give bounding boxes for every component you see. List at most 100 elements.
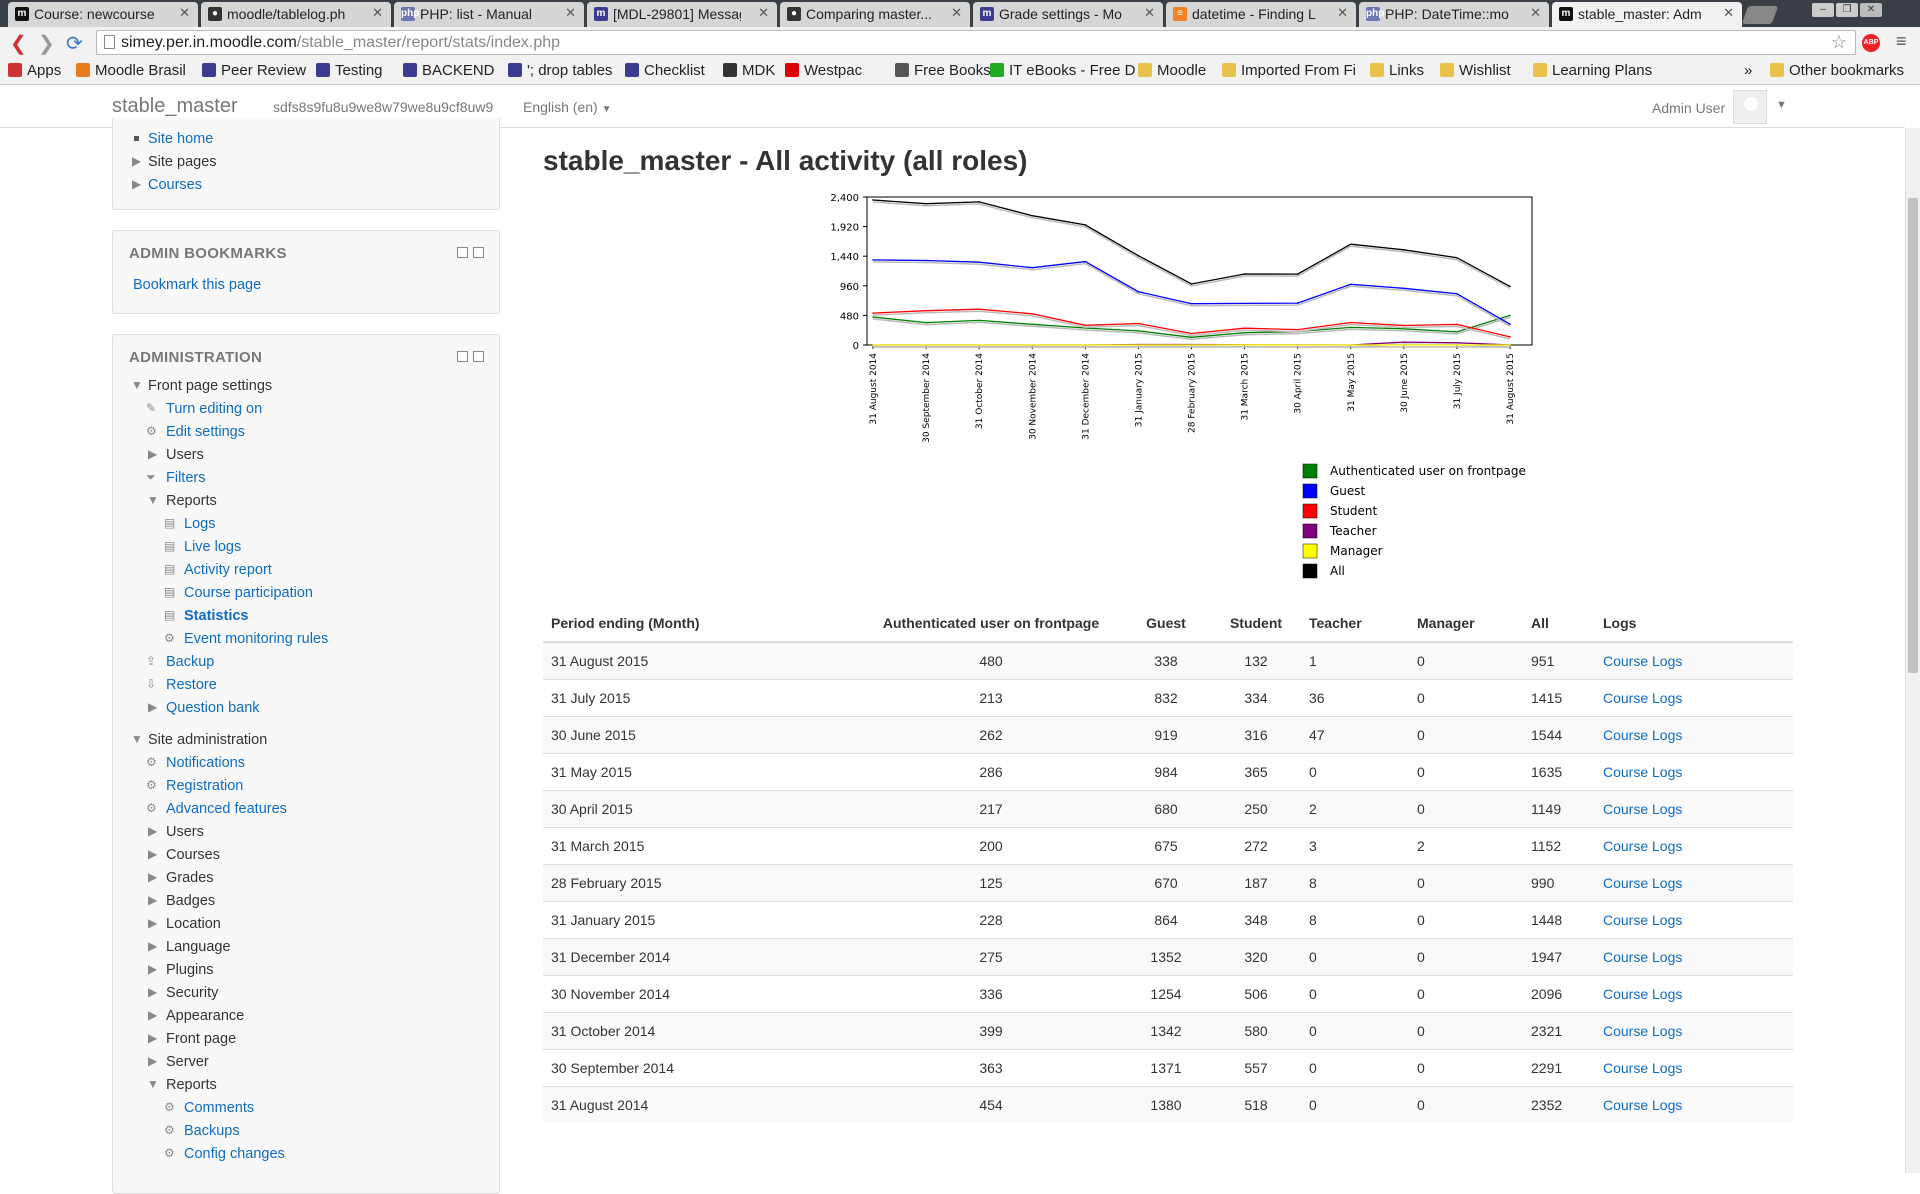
collapse-icon[interactable]: [473, 351, 484, 362]
bookmark-item[interactable]: BACKEND: [403, 62, 495, 79]
bookmark-item[interactable]: Testing: [316, 62, 383, 79]
nav-site-admin-folder[interactable]: Courses: [166, 846, 220, 864]
nav-site-admin-folder[interactable]: Language: [166, 938, 231, 956]
close-icon[interactable]: ✕: [179, 5, 190, 21]
nav-courses[interactable]: Courses: [148, 176, 202, 194]
nav-site-admin-item[interactable]: Advanced features: [166, 800, 287, 818]
user-menu-name[interactable]: Admin User: [1652, 100, 1725, 116]
nav-turn-editing-on[interactable]: Turn editing on: [166, 400, 262, 418]
nav-site-admin-folder[interactable]: Badges: [166, 892, 215, 910]
bookmark-item[interactable]: Westpac: [785, 62, 862, 79]
other-bookmarks[interactable]: Other bookmarks: [1770, 62, 1904, 79]
nav-site-reports[interactable]: Reports: [166, 1076, 217, 1094]
nav-site-admin-folder[interactable]: Front page: [166, 1030, 236, 1048]
bookmark-item[interactable]: Wishlist: [1440, 62, 1511, 79]
nav-site-report-item[interactable]: Config changes: [184, 1145, 285, 1163]
nav-site-administration[interactable]: Site administration: [148, 731, 267, 749]
menu-icon[interactable]: ≡: [1896, 31, 1907, 52]
browser-tab[interactable]: ●Comparing master...✕: [780, 2, 970, 27]
bookmark-item[interactable]: Moodle Brasil: [76, 62, 186, 79]
new-tab-button[interactable]: [1742, 6, 1779, 24]
nav-site-home[interactable]: Site home: [148, 130, 213, 148]
nav-report-item[interactable]: Logs: [184, 515, 215, 533]
course-logs-link[interactable]: Course Logs: [1603, 912, 1682, 928]
dock-icon[interactable]: [457, 247, 468, 258]
nav-report-item[interactable]: Live logs: [184, 538, 241, 556]
nav-backup[interactable]: Backup: [166, 653, 214, 671]
nav-report-item[interactable]: Activity report: [184, 561, 272, 579]
forward-arrow-icon[interactable]: ❯: [38, 31, 55, 56]
minimize-window-button[interactable]: –: [1812, 3, 1834, 17]
nav-site-admin-folder[interactable]: Grades: [166, 869, 214, 887]
back-arrow-icon[interactable]: ❮: [10, 31, 27, 56]
collapse-icon[interactable]: [473, 247, 484, 258]
adblock-icon[interactable]: ABP: [1862, 34, 1880, 52]
course-logs-link[interactable]: Course Logs: [1603, 801, 1682, 817]
reload-icon[interactable]: ⟳: [66, 31, 83, 56]
caret-down-icon[interactable]: ▼: [1776, 99, 1787, 111]
close-icon[interactable]: ✕: [951, 5, 962, 21]
apps-bookmark[interactable]: Apps: [8, 62, 61, 79]
bookmark-item[interactable]: MDK: [723, 62, 775, 79]
nav-site-admin-folder[interactable]: Security: [166, 984, 218, 1002]
nav-front-page-settings[interactable]: Front page settings: [148, 377, 272, 395]
bookmark-item[interactable]: Moodle: [1138, 62, 1206, 79]
language-menu[interactable]: English (en) ▼: [523, 99, 612, 115]
close-icon[interactable]: ✕: [1723, 5, 1734, 21]
course-logs-link[interactable]: Course Logs: [1603, 727, 1682, 743]
nav-question-bank[interactable]: Question bank: [166, 699, 260, 717]
nav-site-admin-folder[interactable]: Location: [166, 915, 221, 933]
navbar-custom-menu-item[interactable]: sdfs8s9fu8u9we8w79we8u9cf8uw9: [273, 99, 493, 115]
site-brand[interactable]: stable_master: [112, 95, 238, 118]
bookmark-item[interactable]: Checklist: [625, 62, 705, 79]
scrollbar-thumb[interactable]: [1908, 198, 1918, 673]
course-logs-link[interactable]: Course Logs: [1603, 690, 1682, 706]
nav-site-admin-folder[interactable]: Users: [166, 823, 204, 841]
nav-site-admin-item[interactable]: Registration: [166, 777, 243, 795]
caret-right-icon[interactable]: ▶: [132, 154, 141, 168]
course-logs-link[interactable]: Course Logs: [1603, 838, 1682, 854]
bookmark-item[interactable]: Imported From Fi: [1222, 62, 1356, 79]
course-logs-link[interactable]: Course Logs: [1603, 1023, 1682, 1039]
nav-site-admin-item[interactable]: Notifications: [166, 754, 245, 772]
course-logs-link[interactable]: Course Logs: [1603, 875, 1682, 891]
dock-icon[interactable]: [457, 351, 468, 362]
bookmark-item[interactable]: IT eBooks - Free D: [990, 62, 1135, 79]
nav-filters[interactable]: Filters: [166, 469, 205, 487]
browser-tab[interactable]: ●moodle/tablelog.ph✕: [201, 2, 391, 27]
close-icon[interactable]: ✕: [1144, 5, 1155, 21]
browser-tab[interactable]: m[MDL-29801] Messag✕: [587, 2, 777, 27]
caret-right-icon[interactable]: ▶: [132, 177, 141, 191]
nav-edit-settings[interactable]: Edit settings: [166, 423, 245, 441]
nav-report-item[interactable]: Event monitoring rules: [184, 630, 328, 648]
bookmark-item[interactable]: Free Books: [895, 62, 991, 79]
course-logs-link[interactable]: Course Logs: [1603, 986, 1682, 1002]
close-window-button[interactable]: ✕: [1860, 3, 1882, 17]
nav-reports[interactable]: Reports: [166, 492, 217, 510]
close-icon[interactable]: ✕: [758, 5, 769, 21]
avatar[interactable]: [1733, 90, 1767, 124]
nav-site-admin-folder[interactable]: Appearance: [166, 1007, 244, 1025]
bookmark-item[interactable]: Learning Plans: [1533, 62, 1652, 79]
nav-site-admin-folder[interactable]: Server: [166, 1053, 209, 1071]
bookmark-item[interactable]: Peer Review: [202, 62, 306, 79]
close-icon[interactable]: ✕: [1530, 5, 1541, 21]
address-bar[interactable]: simey.per.in.moodle.com/stable_master/re…: [96, 30, 1856, 55]
nav-site-report-item[interactable]: Backups: [184, 1122, 240, 1140]
bookmark-this-page-link[interactable]: Bookmark this page: [133, 276, 261, 294]
course-logs-link[interactable]: Course Logs: [1603, 653, 1682, 669]
course-logs-link[interactable]: Course Logs: [1603, 949, 1682, 965]
nav-restore[interactable]: Restore: [166, 676, 217, 694]
bookmarks-overflow[interactable]: »: [1744, 62, 1752, 79]
nav-report-item[interactable]: Course participation: [184, 584, 313, 602]
browser-tab[interactable]: ≡datetime - Finding L✕: [1166, 2, 1356, 27]
nav-site-admin-folder[interactable]: Plugins: [166, 961, 214, 979]
close-icon[interactable]: ✕: [372, 5, 383, 21]
star-icon[interactable]: ☆: [1831, 32, 1847, 53]
nav-users[interactable]: Users: [166, 446, 204, 464]
